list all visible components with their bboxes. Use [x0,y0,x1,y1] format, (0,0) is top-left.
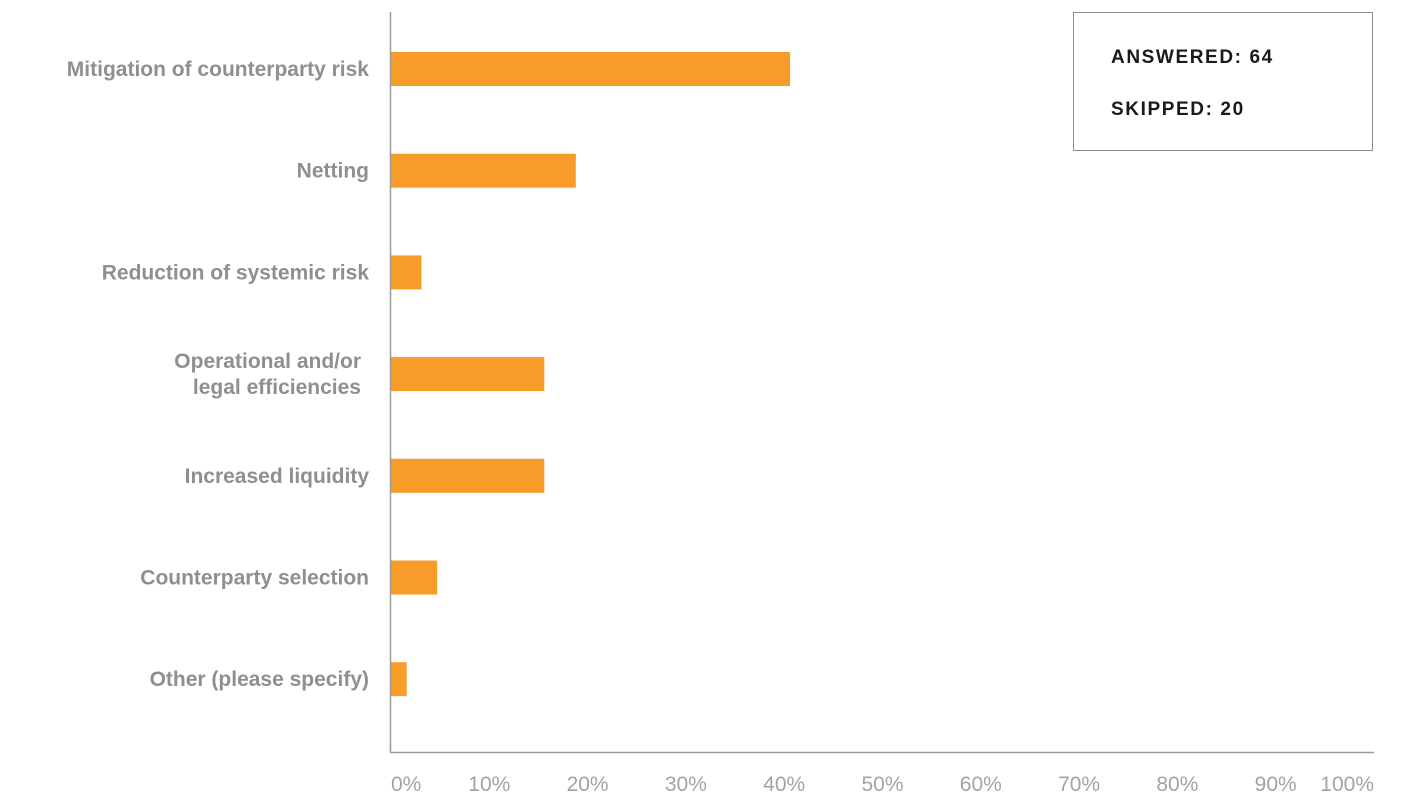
category-label-line: Operational and/or [174,350,361,373]
bars-group [391,52,790,696]
bar-6 [391,662,407,696]
bar-1 [391,154,576,188]
bar-2 [391,255,422,289]
x-tick-label: 20% [567,773,609,796]
x-tick-label: 80% [1156,773,1198,796]
category-label-line: Reduction of systemic risk [102,261,370,284]
skipped-count: SKIPPED: 20 [1111,99,1245,121]
category-label-5: Counterparty selection [140,567,369,590]
bar-0 [391,52,790,86]
answered-count: ANSWERED: 64 [1111,47,1274,69]
x-tick-label: 100% [1320,773,1374,796]
category-label-6: Other (please specify) [150,668,369,691]
bar-5 [391,561,437,595]
x-tick-label: 50% [861,773,903,796]
category-label-0: Mitigation of counterparty risk [67,58,370,81]
x-tick-label: 60% [960,773,1002,796]
response-stats-box: ANSWERED: 64 SKIPPED: 20 [1073,12,1373,151]
category-labels: Mitigation of counterparty risk Netting Re… [67,58,370,691]
category-label-3: Operational and/or legal efficiencies [174,350,361,399]
x-tick-label: 30% [665,773,707,796]
category-label-line: Mitigation of counterparty risk [67,58,370,81]
category-label-line: Counterparty selection [140,567,369,590]
x-tick-label: 40% [763,773,805,796]
category-label-line: Other (please specify) [150,668,369,691]
category-label-line: Netting [297,160,369,183]
category-label-2: Reduction of systemic risk [102,261,370,284]
x-tick-label: 10% [468,773,510,796]
category-label-line: legal efficiencies [193,376,361,399]
category-label-1: Netting [297,160,369,183]
x-tick-label: 70% [1058,773,1100,796]
category-label-line: Increased liquidity [185,465,370,488]
bar-3 [391,357,544,391]
x-tick-label: 90% [1255,773,1297,796]
x-tick-labels: 0% 10% 20% 30% 40% 50% 60% 70% 80% 90% 100% [391,773,1374,796]
x-tick-label: 0% [391,773,421,796]
bar-4 [391,459,544,493]
category-label-4: Increased liquidity [185,465,370,488]
